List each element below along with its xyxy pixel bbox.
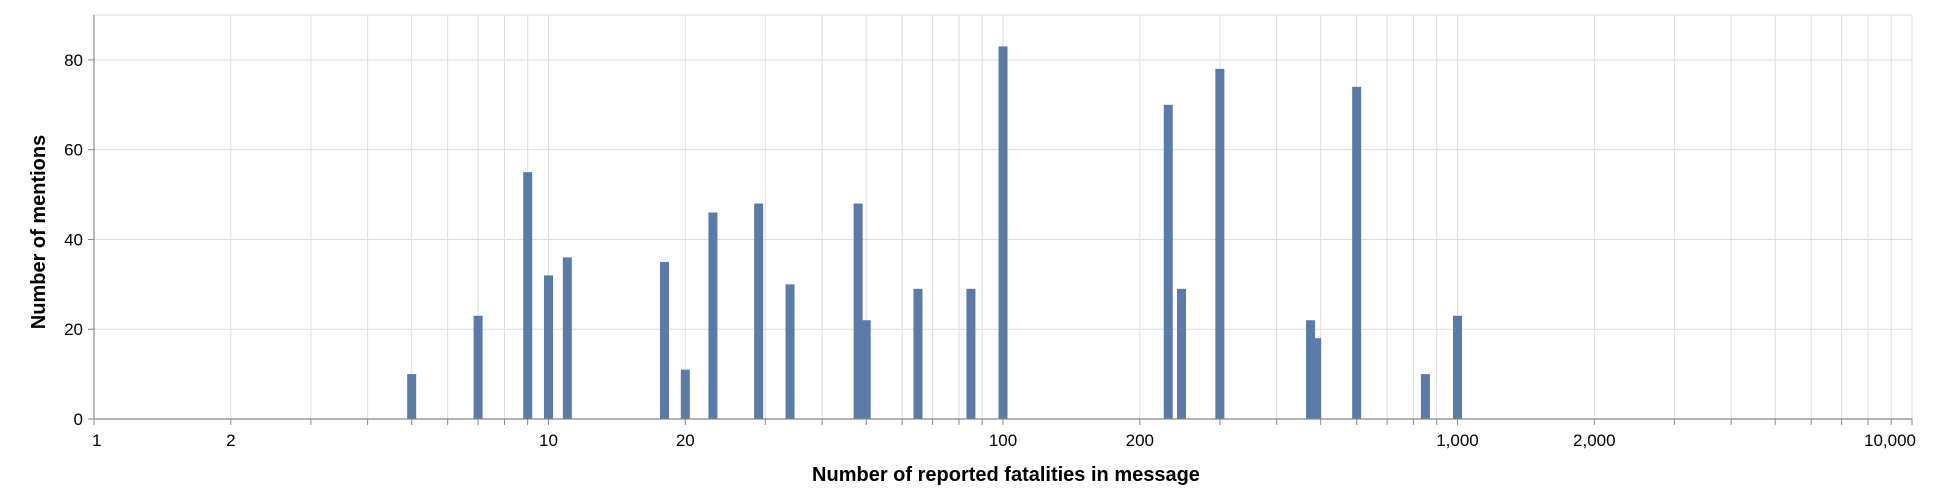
bar [966,288,976,419]
bar [1420,374,1430,419]
x-axis-title: Number of reported fatalities in message [812,464,1200,486]
x-tick-label: 1,000 [1436,431,1479,450]
y-tick-label: 80 [64,51,83,70]
x-tick-label: 1 [92,431,101,450]
bar [1312,338,1322,419]
x-tick-labels: 1 2 10 20 100 200 1,000 2,000 10,000 [92,431,1916,450]
y-axis-title: Number of mentions [28,135,50,329]
bar [785,284,795,419]
bar [660,261,670,419]
x-tick-label: 10,000 [1864,431,1916,450]
y-tick-label: 60 [64,141,83,160]
bar [562,257,572,419]
bar [523,172,533,419]
x-tick-label: 10 [539,431,558,450]
x-tick-label: 20 [676,431,695,450]
y-tick-label: 20 [64,320,83,339]
x-tick-label: 2 [226,431,235,450]
bar [913,288,923,419]
y-tick-labels: 0 20 40 60 80 [64,51,83,429]
bar [754,203,764,419]
bar [708,212,718,419]
bar [1453,315,1462,419]
bar [1352,86,1362,420]
bar [680,369,690,419]
axes [88,15,1913,425]
bar [407,374,417,419]
bar [853,203,863,419]
bar [998,46,1008,420]
x-tick-label: 200 [1126,431,1154,450]
bar [861,320,871,419]
bar [473,315,483,419]
bar [1176,288,1186,419]
bar [1163,104,1173,420]
bar [1306,320,1316,419]
bar [1215,68,1225,419]
x-tick-label: 100 [989,431,1017,450]
y-tick-label: 40 [64,230,83,249]
y-tick-label: 0 [74,410,83,429]
bars [407,46,1462,420]
x-tick-label: 2,000 [1573,431,1616,450]
bar [544,275,553,419]
